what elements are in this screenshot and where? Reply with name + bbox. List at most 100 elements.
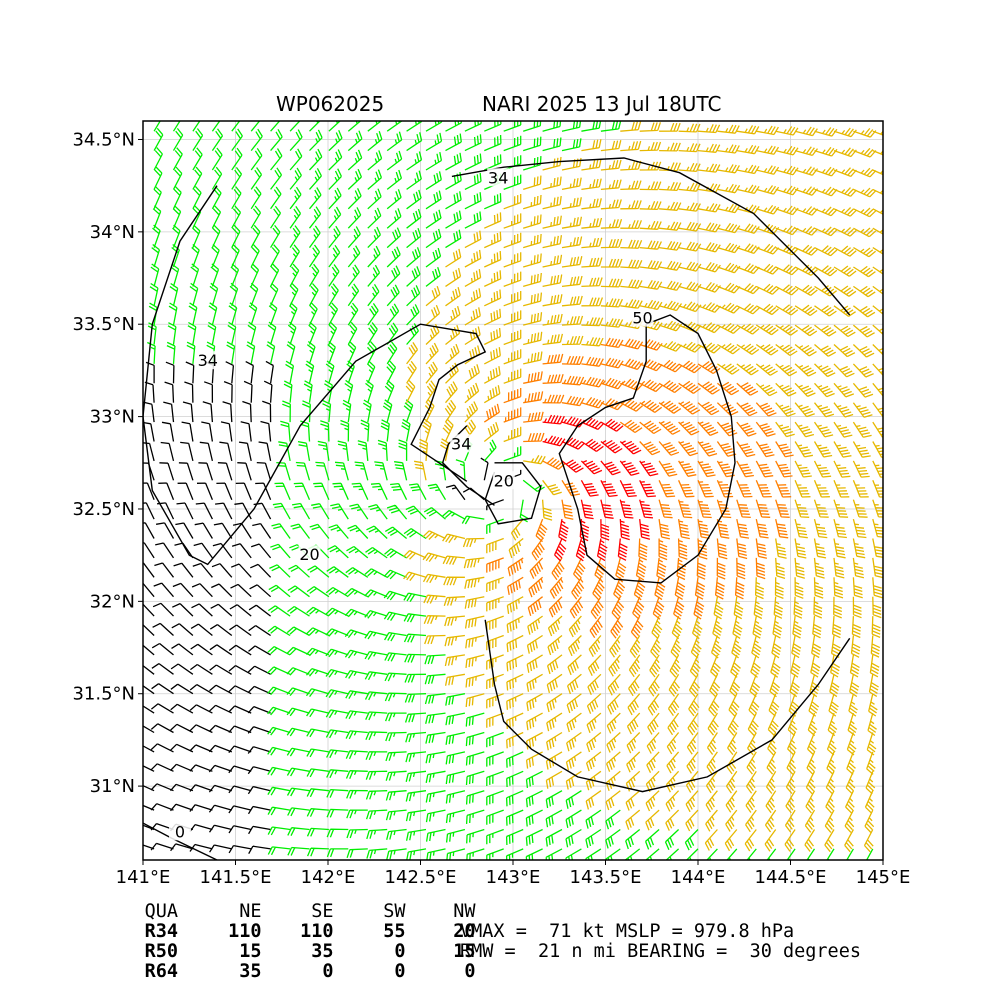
wind-barb <box>794 284 818 296</box>
wind-barb <box>620 299 643 309</box>
wind-barb <box>178 462 194 481</box>
wind-barb <box>170 783 194 792</box>
wind-barb <box>208 704 233 714</box>
wind-barb <box>746 848 757 860</box>
wind-barb <box>697 203 721 213</box>
wind-barb <box>346 848 368 859</box>
wind-barb <box>152 205 162 229</box>
wind-barb <box>306 827 329 837</box>
wind-barb <box>712 615 723 640</box>
wind-barb <box>164 381 175 403</box>
wind-barb <box>344 649 368 659</box>
wind-barb <box>346 360 355 384</box>
wind-barb <box>346 545 369 559</box>
wind-barb <box>833 518 847 539</box>
wind-barb <box>267 605 291 617</box>
wind-barb <box>153 121 161 132</box>
wind-barb <box>322 399 332 423</box>
wind-barb <box>697 499 712 519</box>
wind-barb <box>443 596 465 606</box>
wind-barb <box>523 272 542 288</box>
wind-barb <box>704 829 718 851</box>
wind-barb <box>306 748 330 758</box>
wind-barb <box>172 127 184 151</box>
wind-barb <box>561 375 585 386</box>
wind-barb <box>619 460 640 476</box>
y-tick-label: 32.5°N <box>72 499 135 520</box>
wind-barb <box>561 295 583 307</box>
wind-barb <box>670 635 682 659</box>
wind-barb <box>717 242 741 254</box>
wind-barb <box>669 654 681 678</box>
wind-barb <box>561 315 584 326</box>
wind-barb <box>425 171 442 190</box>
wind-barb <box>775 324 798 336</box>
wind-barb <box>189 744 213 753</box>
wind-barb <box>625 770 641 792</box>
wind-barb <box>678 123 701 133</box>
wind-barb <box>794 499 810 518</box>
wind-barb <box>211 583 233 598</box>
wind-barb <box>716 460 735 478</box>
wind-barb <box>461 515 485 525</box>
wind-barb <box>503 446 522 462</box>
wind-barb <box>507 576 524 596</box>
wind-barb <box>717 302 741 314</box>
wind-barb <box>542 374 564 384</box>
wind-barb <box>250 224 261 248</box>
wind-barb <box>337 440 349 461</box>
wind-barb <box>385 731 407 742</box>
wind-barb <box>486 848 504 860</box>
wind-barb <box>872 499 883 518</box>
wind-barb <box>425 380 437 404</box>
wind-barb <box>201 421 214 442</box>
wind-barb <box>542 435 566 447</box>
wind-barb <box>503 388 522 404</box>
wind-barb <box>367 303 379 326</box>
wind-barb <box>367 207 382 229</box>
wind-barb <box>625 790 641 811</box>
wind-barb <box>209 282 219 306</box>
wind-barb <box>604 848 621 860</box>
wind-barb <box>151 683 174 695</box>
wind-barb <box>658 340 683 352</box>
wind-barb <box>575 538 588 562</box>
wind-barb <box>247 321 257 345</box>
header-cell: SW <box>383 901 406 922</box>
wind-barb <box>346 809 368 819</box>
wind-barb <box>506 751 524 768</box>
wind-barb <box>853 265 876 278</box>
wind-barb <box>143 562 155 578</box>
wind-barb <box>231 543 252 559</box>
wind-barb <box>223 380 233 403</box>
wind-barb <box>658 320 683 332</box>
wind-barb <box>367 188 382 210</box>
wind-barb <box>228 805 252 814</box>
wind-barb <box>833 460 851 478</box>
wind-barb <box>647 693 660 716</box>
wind-barb <box>464 269 482 287</box>
wind-barb <box>775 165 799 176</box>
wind-barb <box>170 803 194 812</box>
wind-barb <box>306 606 330 617</box>
wind-barb <box>755 499 771 518</box>
wind-barb <box>231 167 243 190</box>
wind-barb <box>733 596 744 620</box>
wind-barb <box>465 751 485 766</box>
table-header-row: QUA NE SE SW NW <box>100 882 476 922</box>
wind-barb <box>651 615 663 640</box>
wind-barb <box>755 518 769 539</box>
wind-barb <box>523 391 544 404</box>
wind-barb <box>168 302 178 326</box>
wind-barb <box>464 345 481 365</box>
y-tick-label: 34.5°N <box>72 129 135 150</box>
wind-barb <box>330 503 349 520</box>
wind-barb <box>211 147 223 171</box>
wind-barb <box>425 809 446 823</box>
wind-barb <box>306 768 329 778</box>
wind-barb <box>342 399 352 423</box>
contour-label: 34 <box>451 434 471 453</box>
wind-barb <box>697 342 721 354</box>
wind-barb <box>269 564 291 578</box>
wind-barb <box>503 194 522 210</box>
